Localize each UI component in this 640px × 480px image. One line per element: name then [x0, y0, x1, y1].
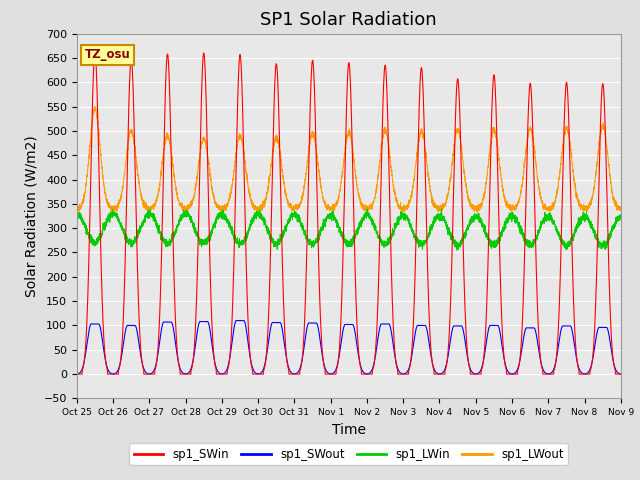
sp1_SWin — [471, 371, 479, 377]
Text: TZ_osu: TZ_osu — [85, 48, 131, 61]
Title: SP1 Solar Radiation: SP1 Solar Radiation — [260, 11, 437, 29]
X-axis label: Time: Time — [332, 423, 366, 437]
Y-axis label: Solar Radiation (W/m2): Solar Radiation (W/m2) — [24, 135, 38, 297]
Line: sp1_LWin: sp1_LWin — [77, 209, 621, 250]
sp1_LWin — [617, 214, 625, 220]
sp1_SWout — [502, 362, 509, 368]
sp1_SWout — [329, 371, 337, 376]
sp1_SWout — [73, 371, 81, 377]
sp1_LWin — [73, 210, 81, 216]
sp1_SWin — [91, 50, 99, 56]
sp1_LWout — [91, 104, 99, 109]
sp1_LWout — [616, 207, 624, 213]
sp1_LWout — [617, 206, 625, 212]
sp1_LWout — [110, 210, 118, 216]
sp1_SWout — [441, 367, 449, 373]
sp1_LWout — [329, 207, 337, 213]
sp1_LWout — [441, 203, 449, 208]
sp1_LWin — [453, 247, 461, 253]
sp1_SWin — [617, 371, 625, 377]
sp1_LWin — [328, 214, 336, 219]
sp1_LWin — [502, 226, 509, 231]
sp1_SWout — [232, 318, 240, 324]
sp1_SWout — [617, 371, 625, 377]
Line: sp1_SWin: sp1_SWin — [77, 53, 621, 374]
Line: sp1_LWout: sp1_LWout — [77, 107, 621, 213]
sp1_LWin — [616, 212, 624, 217]
sp1_SWout — [471, 371, 479, 377]
sp1_LWin — [471, 214, 479, 220]
sp1_LWout — [502, 201, 509, 207]
sp1_SWin — [73, 371, 81, 377]
sp1_SWin — [171, 295, 179, 301]
sp1_SWin — [441, 371, 449, 377]
sp1_LWout — [171, 179, 179, 185]
sp1_LWin — [171, 232, 179, 238]
sp1_LWout — [73, 205, 81, 211]
sp1_LWout — [471, 206, 479, 212]
Line: sp1_SWout: sp1_SWout — [77, 321, 621, 374]
sp1_LWin — [438, 206, 445, 212]
sp1_SWout — [171, 333, 179, 339]
sp1_SWout — [616, 371, 624, 377]
sp1_LWin — [441, 219, 449, 225]
sp1_SWin — [616, 371, 624, 377]
Legend: sp1_SWin, sp1_SWout, sp1_LWin, sp1_LWout: sp1_SWin, sp1_SWout, sp1_LWin, sp1_LWout — [129, 443, 568, 466]
sp1_SWin — [502, 364, 509, 370]
sp1_SWin — [329, 371, 337, 377]
